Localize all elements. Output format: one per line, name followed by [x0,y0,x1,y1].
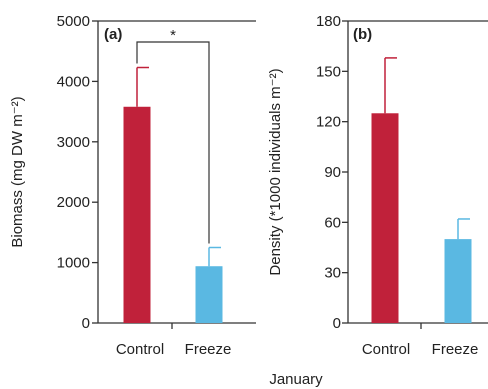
y-axis-label: Biomass (mg DW m⁻²) [9,96,26,247]
y-tick-label: 2000 [57,194,90,211]
y-tick-label: 90 [324,164,341,181]
bar-control [123,106,151,323]
y-tick-label: 180 [316,13,341,30]
y-tick-label: 5000 [57,13,90,30]
y-tick-label: 150 [316,63,341,80]
y-tick-label: 4000 [57,73,90,90]
y-tick-label: 30 [324,265,341,282]
panel-b: 0 30 60 90 120 150 180 Density (*1000 individua… [267,13,488,358]
y-tick-label: 120 [316,114,341,131]
panel-a: 0 1000 2000 3000 4000 5000 Biomass (mg DW m⁻²)… [9,13,256,358]
y-axis-label: Density (*1000 individuals m⁻²) [267,68,284,275]
bar-control [371,113,399,324]
y-tick-label: 0 [333,315,341,332]
bar-freeze [195,266,223,323]
significance-marker: * [170,27,176,44]
y-tick-label: 1000 [57,255,90,272]
y-tick-label: 3000 [57,134,90,151]
category-label: Control [362,341,410,358]
category-label: Control [116,341,164,358]
bar-freeze [444,239,472,323]
category-label: Freeze [432,341,479,358]
common-x-label: January [269,371,323,388]
y-tick-label: 0 [82,315,90,332]
y-tick-label: 60 [324,214,341,231]
category-label: Freeze [185,341,232,358]
panel-label: (a) [104,26,122,43]
significance-bracket [136,41,210,244]
panel-label: (b) [353,26,372,43]
